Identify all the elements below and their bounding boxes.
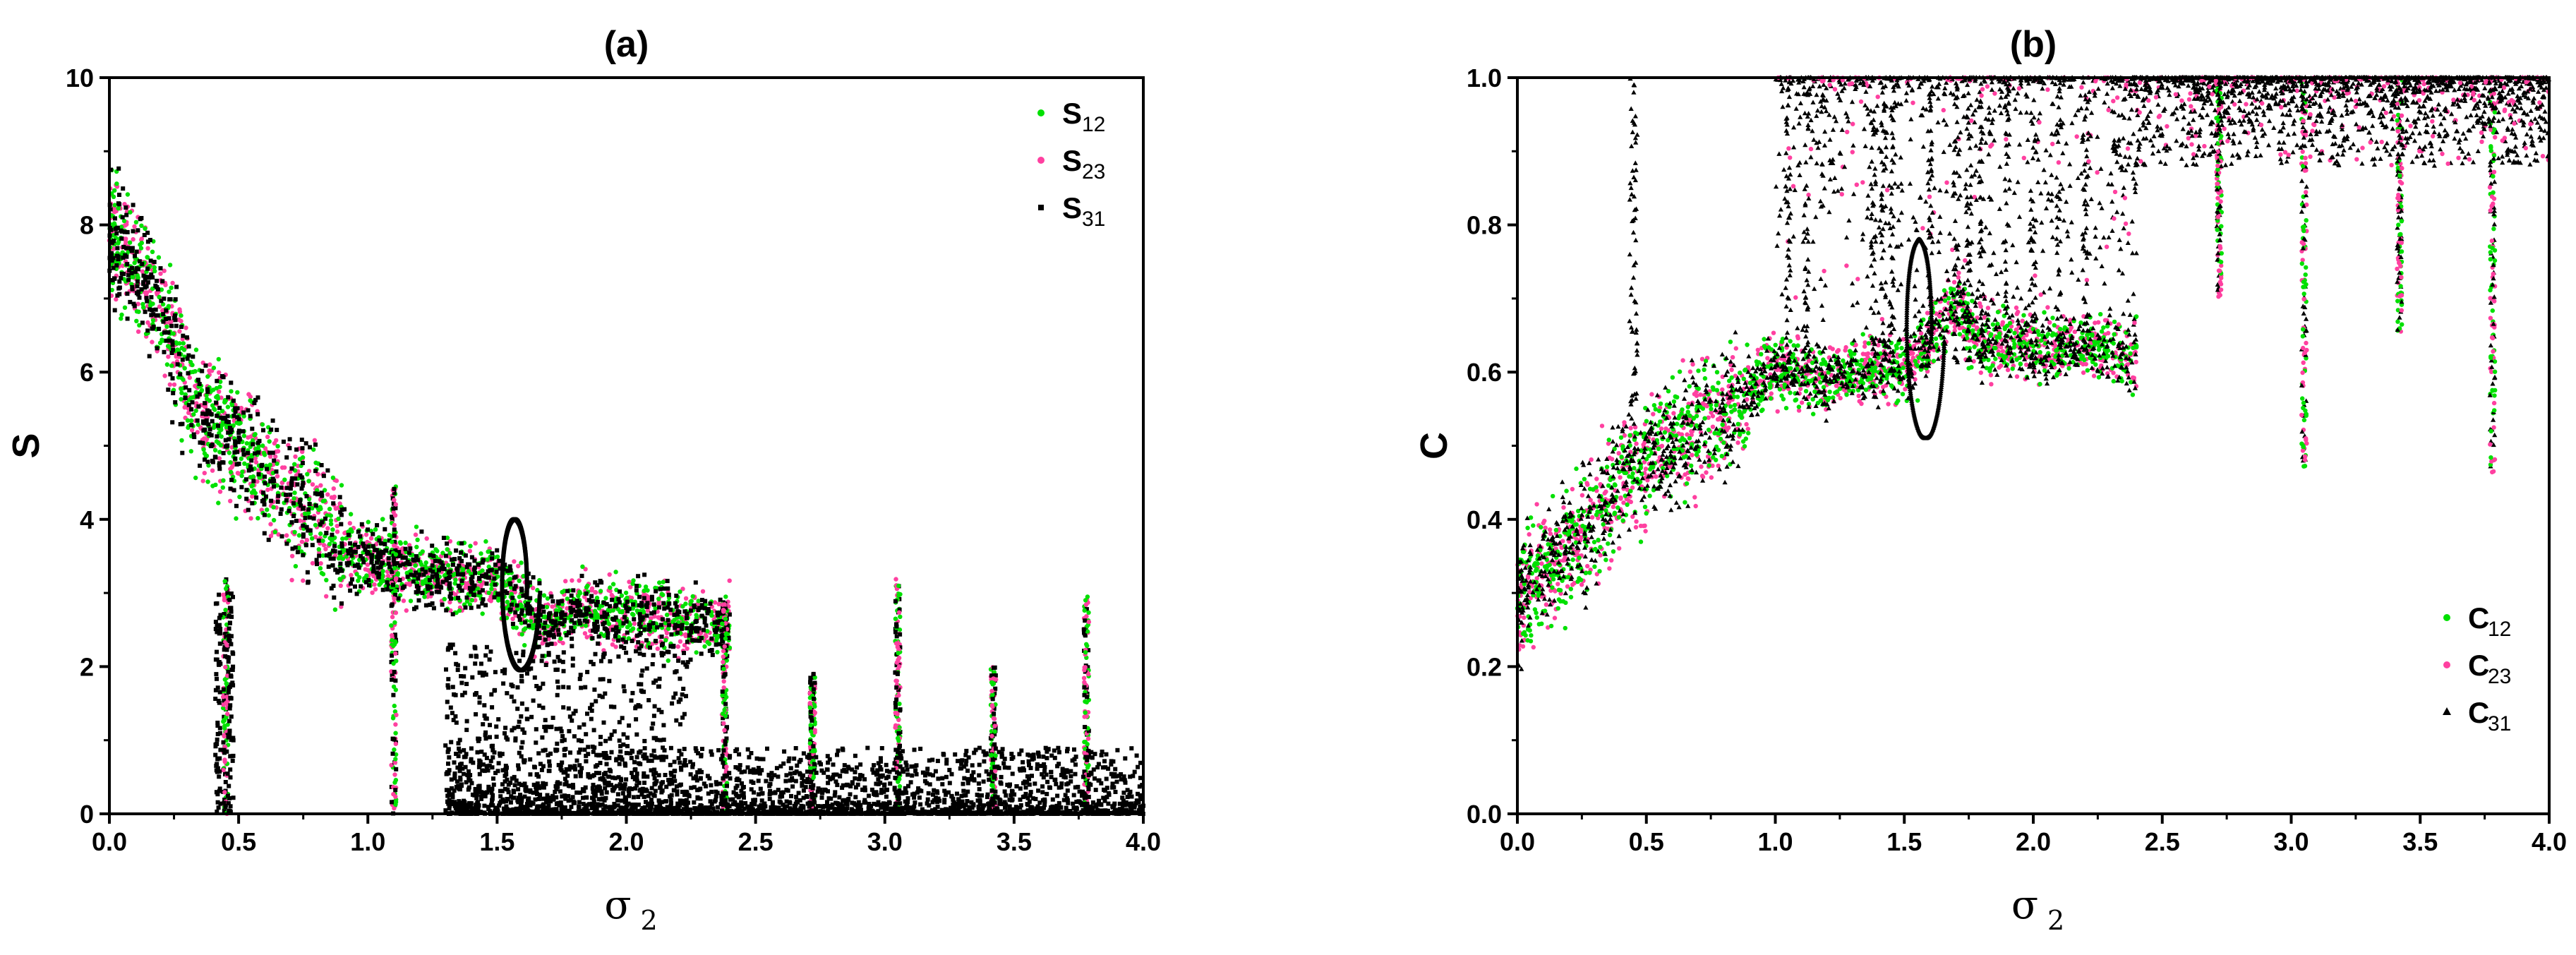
legend-marker: [1037, 157, 1045, 164]
x-tick-label: 0.0: [1500, 827, 1535, 856]
y-tick-label: 0.2: [1467, 652, 1502, 681]
x-tick-label: 4.0: [1126, 827, 1161, 856]
legend-label-subscript: 12: [2488, 618, 2511, 641]
x-tick-label: 2.5: [2145, 827, 2180, 856]
x-axis-label-subscript: 2: [641, 905, 658, 936]
x-tick-label: 1.0: [350, 827, 385, 856]
x-tick-label: 0.5: [221, 827, 256, 856]
plot-frame: [1516, 76, 2551, 815]
x-tick-label: 3.5: [2402, 827, 2438, 856]
x-tick-label: 3.5: [997, 827, 1032, 856]
x-axis-label: σ: [604, 882, 631, 928]
x-tick-label: 4.0: [2532, 827, 2567, 856]
y-tick-label: 4: [80, 505, 94, 534]
panel-b: 0.0 0.5 1.0 1.5 2.0 2.5 3.0 3.5 4.0 0.0 0.2 0.4 0.6 0…: [1413, 24, 2567, 936]
legend-marker: [2443, 614, 2450, 621]
legend-label: C: [2468, 601, 2489, 635]
legend-label: S: [1062, 144, 1082, 177]
legend-label-subscript: 23: [1082, 160, 1105, 184]
legend-label-subscript: 23: [2488, 665, 2511, 688]
x-tick-label: 2.5: [738, 827, 774, 856]
legend-marker: [2443, 707, 2451, 715]
legend: S 12S 23S 31: [1037, 97, 1105, 231]
x-tick-label: 3.0: [2273, 827, 2309, 856]
data-points: [1515, 75, 2552, 671]
data-points: [107, 166, 1145, 817]
legend-marker: [2443, 661, 2450, 668]
y-tick-label: 6: [80, 358, 94, 387]
x-axis-label-subscript: 2: [2047, 905, 2064, 936]
x-tick-label: 3.0: [867, 827, 903, 856]
legend-label: S: [1062, 97, 1082, 130]
legend-marker: [1038, 205, 1044, 210]
panel-label: (b): [2010, 24, 2057, 65]
y-tick-label: 10: [66, 64, 94, 92]
legend-label-subscript: 31: [1082, 208, 1105, 231]
legend-label-subscript: 31: [2488, 712, 2511, 735]
y-tick-label: 2: [80, 652, 94, 681]
x-tick-label: 1.0: [1757, 827, 1793, 856]
x-axis-label: σ: [2011, 882, 2038, 928]
y-tick-label: 0.0: [1467, 800, 1502, 829]
axis-ticks: 0.0 0.5 1.0 1.5 2.0 2.5 3.0 3.5 4.0 0.0 0.2 0.4 0.6 0…: [1467, 64, 2567, 856]
x-tick-label: 2.0: [2016, 827, 2051, 856]
legend-label-subscript: 12: [1082, 113, 1105, 136]
y-tick-label: 1.0: [1467, 64, 1502, 92]
x-tick-label: 2.0: [608, 827, 644, 856]
legend-label: C: [2468, 696, 2489, 729]
x-tick-label: 1.5: [479, 827, 514, 856]
y-axis-label: C: [1413, 432, 1455, 460]
y-tick-label: 0: [80, 800, 94, 829]
legend-label: C: [2468, 649, 2489, 682]
legend-label: S: [1062, 191, 1082, 224]
axis-ticks: 0.0 0.5 1.0 1.5 2.0 2.5 3.0 3.5 4.0 0 2 4 6 8 10: [66, 64, 1161, 856]
y-axis-label: S: [5, 433, 47, 458]
x-tick-label: 0.0: [92, 827, 127, 856]
y-tick-label: 0.6: [1467, 358, 1502, 387]
y-tick-label: 0.4: [1467, 505, 1502, 534]
y-tick-label: 8: [80, 211, 94, 240]
x-tick-label: 0.5: [1629, 827, 1664, 856]
y-tick-label: 0.8: [1467, 211, 1502, 240]
panel-label: (a): [604, 24, 649, 65]
x-tick-label: 1.5: [1886, 827, 1922, 856]
legend-marker: [1037, 109, 1045, 116]
